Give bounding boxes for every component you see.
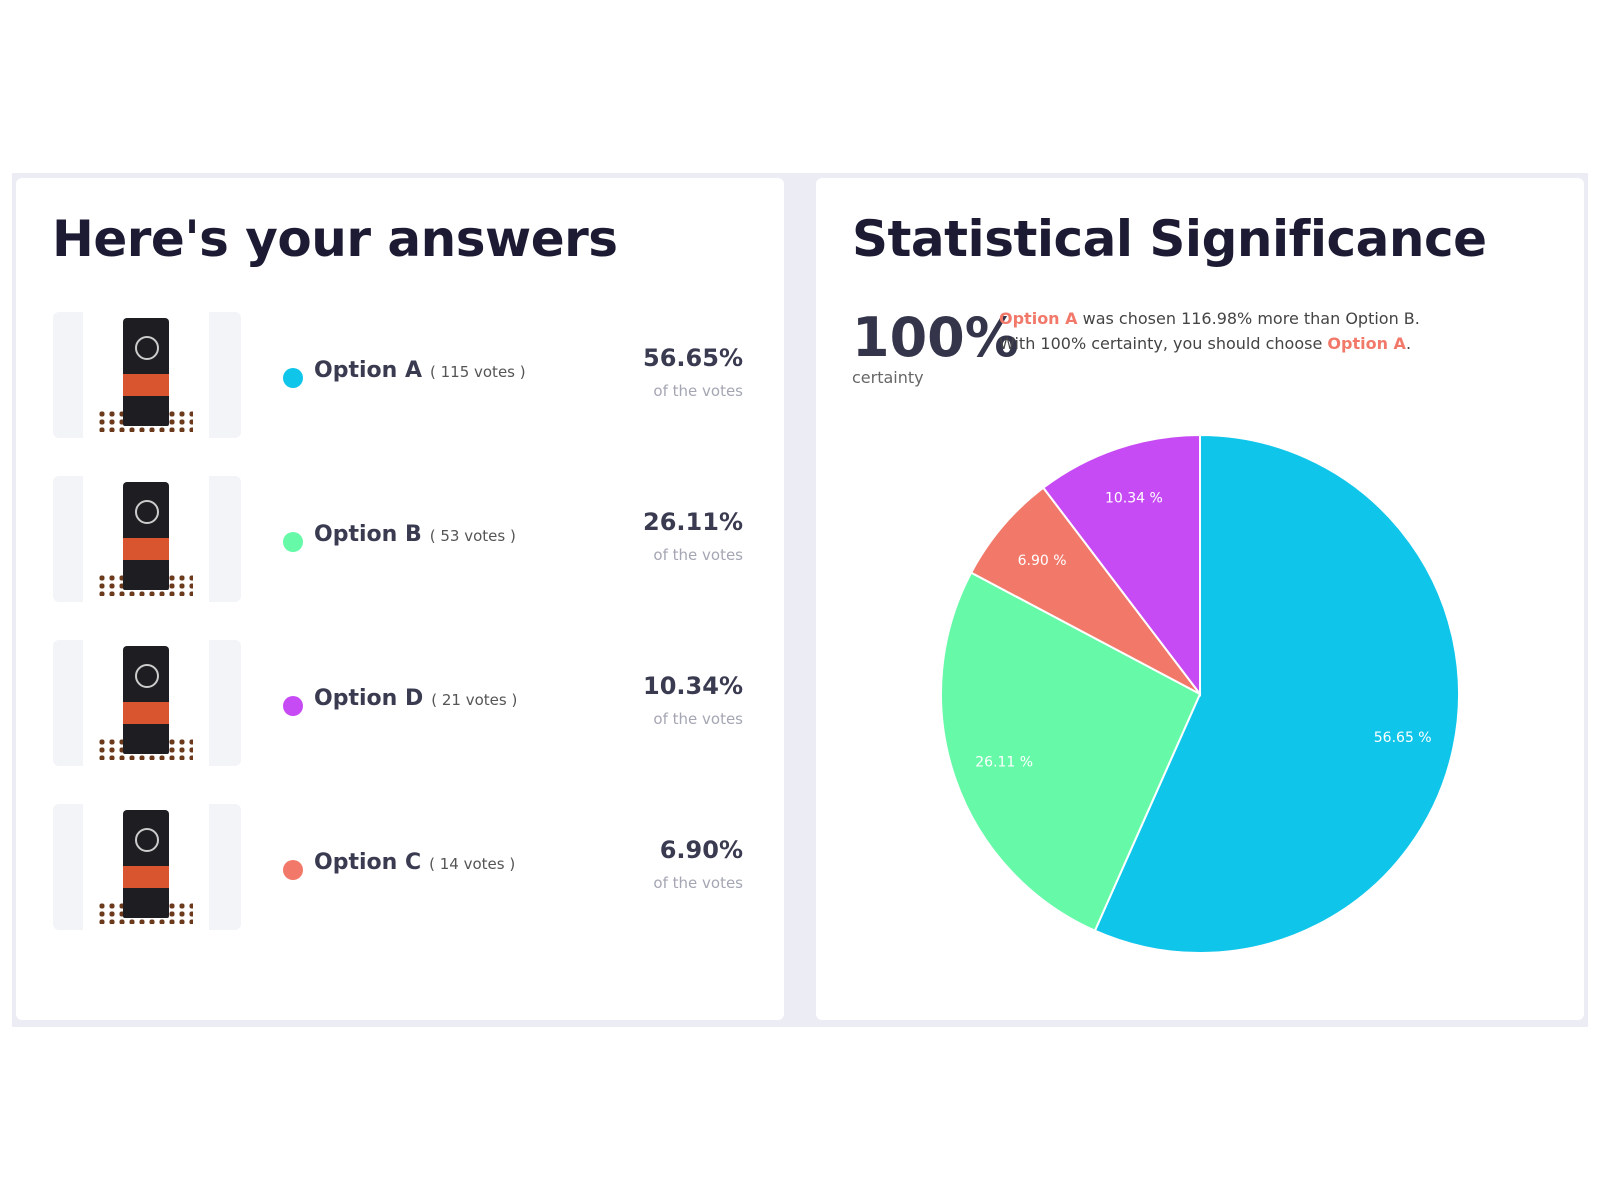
product-image xyxy=(53,312,241,438)
option-name: Option C ( 14 votes ) xyxy=(314,850,515,875)
option-label: Option B xyxy=(314,522,422,547)
coffee-bag-icon xyxy=(123,810,169,918)
vote-percent: 6.90% xyxy=(659,836,743,864)
vote-count: ( 115 votes ) xyxy=(429,363,526,381)
vote-percent: 10.34% xyxy=(643,672,743,700)
option-name: Option A ( 115 votes ) xyxy=(314,358,526,383)
pie-slice-option-d xyxy=(1041,433,1201,697)
of-the-votes-label: of the votes xyxy=(653,382,743,400)
pie-slice-option-b xyxy=(940,571,1202,933)
option-row: Option A ( 115 votes ) 56.65% of the vote… xyxy=(53,312,743,438)
pie-data-label: 10.34 % xyxy=(1105,491,1163,507)
pie-slice-option-c xyxy=(969,486,1201,695)
pie-slice-option-a xyxy=(1093,433,1460,954)
option-label: Option A xyxy=(314,358,422,383)
message-line1: was chosen 116.98% more than Option B. xyxy=(1077,309,1420,328)
pie-data-label: 6.90 % xyxy=(1018,553,1067,569)
coffee-bag-icon xyxy=(123,482,169,590)
option-color-dot xyxy=(283,696,303,716)
answers-title: Here's your answers xyxy=(52,210,618,268)
certainty-label: certainty xyxy=(852,368,924,387)
vote-count: ( 14 votes ) xyxy=(429,855,516,873)
option-row: Option C ( 14 votes ) 6.90% of the votes xyxy=(53,804,743,930)
of-the-votes-label: of the votes xyxy=(653,546,743,564)
option-color-dot xyxy=(283,532,303,552)
option-label: Option C xyxy=(314,850,422,875)
of-the-votes-label: of the votes xyxy=(653,874,743,892)
option-name: Option B ( 53 votes ) xyxy=(314,522,516,547)
product-image xyxy=(53,476,241,602)
of-the-votes-label: of the votes xyxy=(653,710,743,728)
significance-title: Statistical Significance xyxy=(852,210,1487,268)
option-row: Option B ( 53 votes ) 26.11% of the votes xyxy=(53,476,743,602)
vote-percent: 26.11% xyxy=(643,508,743,536)
winner-highlight: Option A xyxy=(999,309,1078,328)
option-row: Option D ( 21 votes ) 10.34% of the votes xyxy=(53,640,743,766)
product-image xyxy=(53,640,241,766)
vote-count: ( 53 votes ) xyxy=(429,527,516,545)
certainty-value: 100% xyxy=(852,306,1019,369)
significance-message: Option A was chosen 116.98% more than Op… xyxy=(999,306,1420,356)
message-suffix: . xyxy=(1405,334,1412,353)
coffee-bag-icon xyxy=(123,646,169,754)
vote-count: ( 21 votes ) xyxy=(431,691,518,709)
option-label: Option D xyxy=(314,686,424,711)
option-color-dot xyxy=(283,368,303,388)
message-line2: With 100% certainty, you should choose xyxy=(999,334,1328,353)
coffee-bag-icon xyxy=(123,318,169,426)
option-name: Option D ( 21 votes ) xyxy=(314,686,517,711)
option-color-dot xyxy=(283,860,303,880)
answers-card: Here's your answers Option A ( 115 votes … xyxy=(16,178,784,1020)
vote-percent: 56.65% xyxy=(643,344,743,372)
product-image xyxy=(53,804,241,930)
winner-highlight: Option A xyxy=(1327,334,1406,353)
pie-data-label: 26.11 % xyxy=(975,755,1033,771)
pie-data-label: 56.65 % xyxy=(1374,730,1432,746)
